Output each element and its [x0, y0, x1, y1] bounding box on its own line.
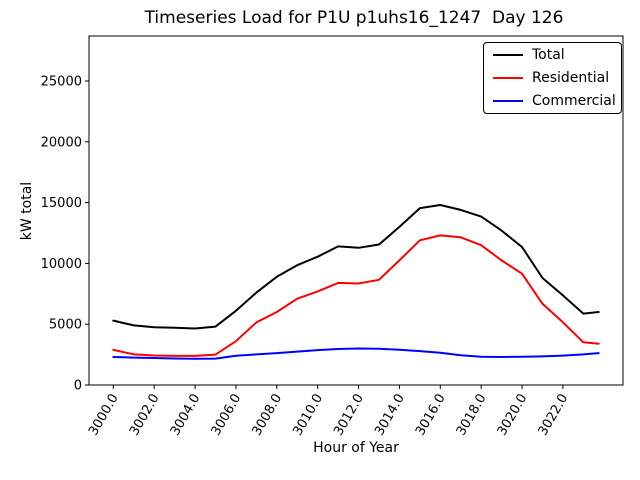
legend-item-commercial: Commercial: [484, 90, 621, 113]
y-tick-label: 25000: [41, 74, 82, 89]
x-tick-label: 3020.0: [495, 392, 531, 439]
series-line-residential: [112, 234, 600, 357]
y-axis-label: kW total: [19, 181, 35, 241]
x-tick-label: 3022.0: [536, 392, 572, 439]
x-tick-label: 3002.0: [127, 392, 163, 439]
y-tick-label: 0: [74, 379, 82, 394]
x-tick-label: 3016.0: [413, 392, 449, 439]
x-axis-label: Hour of Year: [313, 440, 399, 456]
chart-title: Timeseries Load for P1U p1uhs16_1247 Day…: [144, 8, 564, 28]
y-tick-label: 5000: [49, 318, 82, 333]
x-tick-label: 3008.0: [250, 392, 286, 439]
series-line-total: [112, 204, 600, 330]
legend-item-total: Total: [484, 43, 621, 66]
legend-label-commercial: Commercial: [532, 93, 616, 110]
x-tick-label: 3000.0: [86, 392, 122, 439]
y-tick-label: 10000: [41, 257, 82, 272]
x-tick-label: 3004.0: [168, 392, 204, 439]
legend: Total Residential Commercial: [483, 42, 622, 114]
x-tick-label: 3018.0: [454, 392, 490, 439]
axes-frame: [88, 35, 624, 386]
total-line-sample-icon: [493, 53, 523, 56]
commercial-line-sample-icon: [493, 100, 523, 103]
residential-line-sample-icon: [493, 76, 523, 79]
x-tick-label: 3012.0: [331, 392, 367, 439]
legend-label-residential: Residential: [532, 69, 610, 86]
x-tick-label: 3014.0: [372, 392, 408, 439]
legend-label-total: Total: [532, 46, 565, 63]
x-tick-label: 3010.0: [290, 392, 326, 439]
legend-item-residential: Residential: [484, 66, 621, 89]
y-tick-label: 15000: [41, 196, 82, 211]
series-line-commercial: [112, 347, 600, 360]
y-tick-label: 20000: [41, 135, 82, 150]
x-tick-label: 3006.0: [209, 392, 245, 439]
